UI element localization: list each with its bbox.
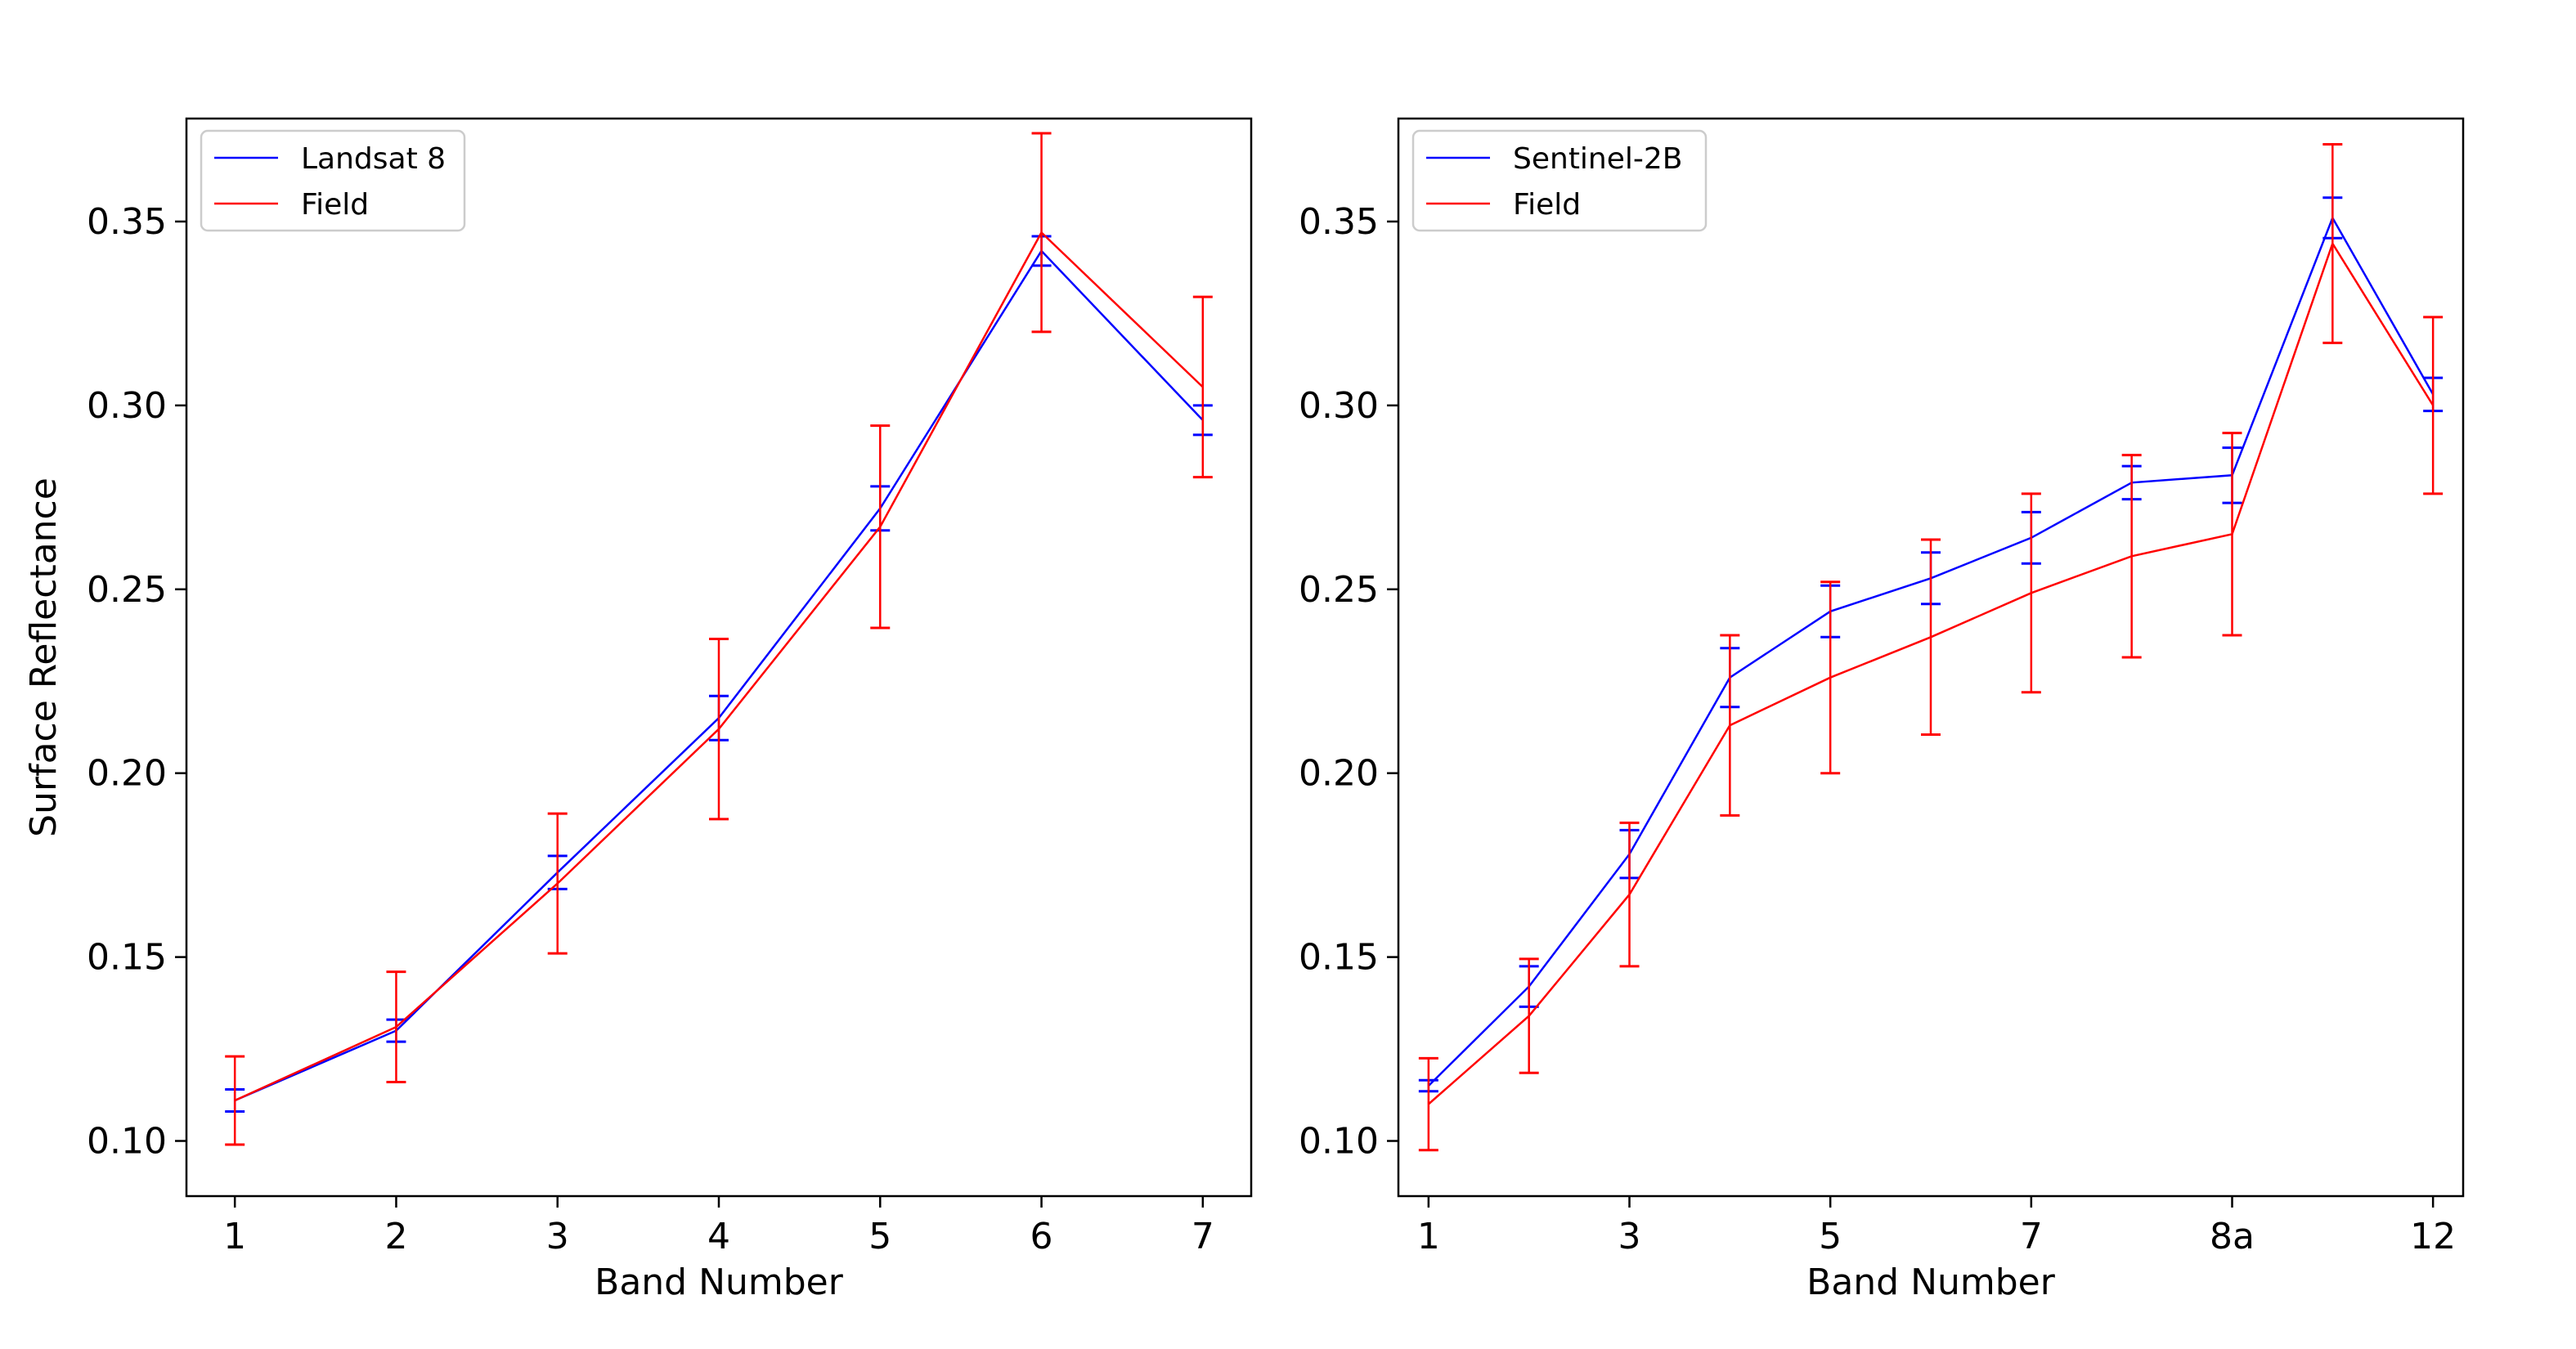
landsat-chart-panel: 0.10 0.15 0.20 0.25 0.30 0.35 1 2 3 4 5 6 7 Landsat … xyxy=(23,117,1253,1303)
sentinel-legend-label-sensor: Sentinel-2B xyxy=(1513,142,1683,176)
landsat-axis-ticks: 0.10 0.15 0.20 0.25 0.30 0.35 1 2 3 4 5 6 7 xyxy=(87,201,1214,1257)
sentinel-axis-ticks: 0.10 0.15 0.20 0.25 0.30 0.35 1 3 5 7 8a 12 xyxy=(1299,201,2456,1257)
sentinel-x-tick-label: 12 xyxy=(2410,1216,2456,1257)
landsat-y-tick-label: 0.30 xyxy=(87,385,167,427)
landsat-legend-box xyxy=(200,129,466,232)
landsat-y-tick-label: 0.10 xyxy=(87,1121,167,1163)
sentinel-legend-label-field: Field xyxy=(1513,188,1581,222)
sentinel-field-line xyxy=(1427,241,2435,1105)
sentinel-chart-panel: 0.10 0.15 0.20 0.25 0.30 0.35 1 3 5 7 8a 12 Sentine… xyxy=(1299,117,2465,1303)
sentinel-y-tick-label: 0.10 xyxy=(1299,1121,1379,1163)
landsat-y-tick-label: 0.35 xyxy=(87,201,167,243)
landsat-y-tick-label: 0.25 xyxy=(87,569,167,611)
sentinel-y-tick-label: 0.15 xyxy=(1299,937,1379,979)
y-axis-label: Surface Reflectance xyxy=(23,477,65,837)
sentinel-y-tick-label: 0.25 xyxy=(1299,569,1379,611)
landsat-x-tick-label: 7 xyxy=(1192,1216,1214,1257)
sentinel-x-tick-label: 7 xyxy=(2020,1216,2043,1257)
landsat-y-tick-label: 0.15 xyxy=(87,937,167,979)
sentinel-x-axis-label: Band Number xyxy=(1806,1262,2056,1303)
sentinel-plot-marks xyxy=(1418,142,2444,1152)
sentinel-x-tick-label: 8a xyxy=(2210,1216,2255,1257)
sentinel-y-tick-label: 0.35 xyxy=(1299,201,1379,243)
landsat-x-tick-label: 3 xyxy=(546,1216,569,1257)
sentinel-y-tick-label: 0.30 xyxy=(1299,385,1379,427)
sentinel-x-tick-label: 3 xyxy=(1618,1216,1641,1257)
landsat-x-axis-label: Band Number xyxy=(595,1262,844,1303)
sentinel-plot-frame xyxy=(1397,117,2465,1198)
sentinel-legend: Sentinel-2B Field xyxy=(1411,129,1708,232)
landsat-legend-label-sensor: Landsat 8 xyxy=(301,142,446,176)
landsat-y-tick-label: 0.20 xyxy=(87,753,167,795)
sentinel-y-tick-label: 0.20 xyxy=(1299,753,1379,795)
landsat-x-tick-label: 6 xyxy=(1030,1216,1053,1257)
landsat-x-tick-label: 1 xyxy=(223,1216,246,1257)
sentinel-x-tick-label: 5 xyxy=(1819,1216,1842,1257)
landsat-x-tick-label: 4 xyxy=(707,1216,730,1257)
landsat-legend-label-field: Field xyxy=(301,188,369,222)
sentinel-legend-box xyxy=(1411,129,1708,232)
landsat-x-tick-label: 2 xyxy=(384,1216,407,1257)
landsat-plot-marks xyxy=(225,132,1213,1146)
landsat-field-line xyxy=(234,231,1204,1102)
landsat-x-tick-label: 5 xyxy=(868,1216,891,1257)
sentinel-x-tick-label: 1 xyxy=(1417,1216,1440,1257)
landsat-legend: Landsat 8 Field xyxy=(200,129,466,232)
